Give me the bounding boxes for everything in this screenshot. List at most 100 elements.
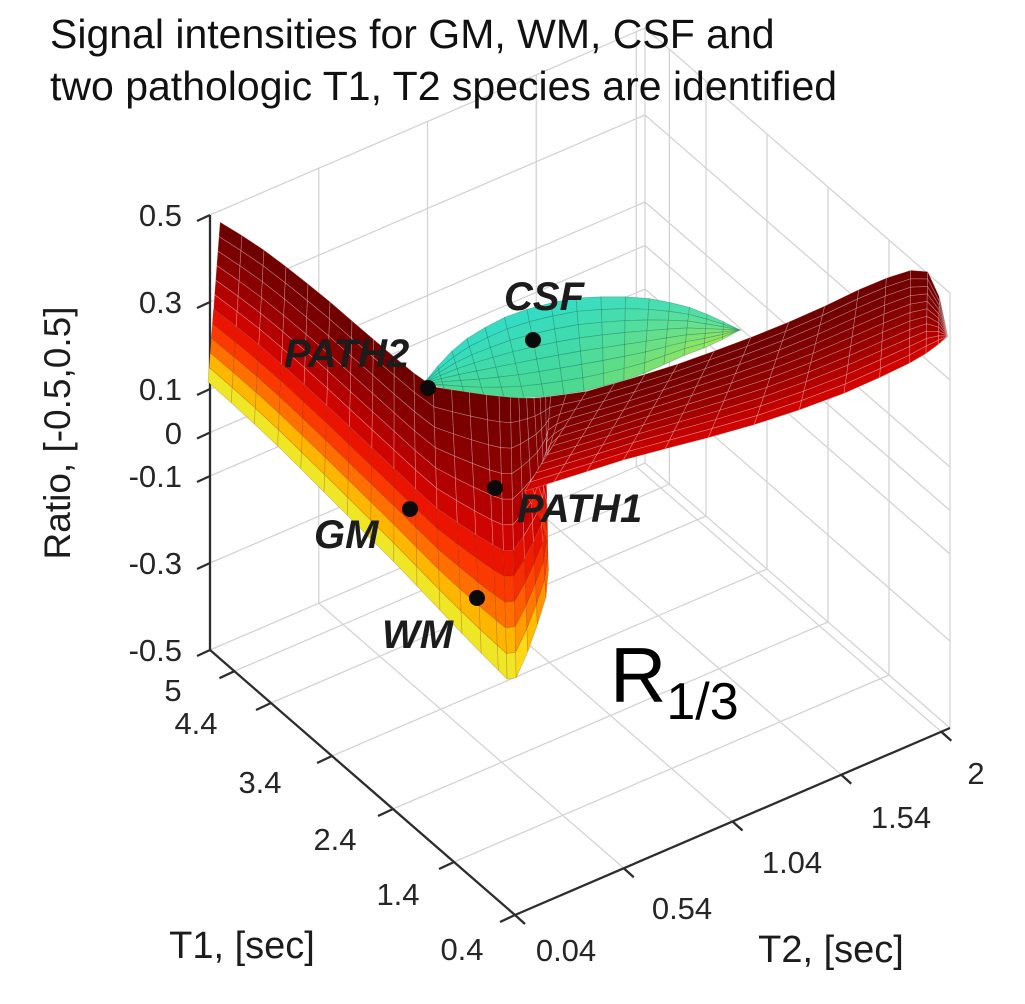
mesh-cell [460,378,482,388]
t1-tick-0.4: 0.4 [440,932,483,967]
mesh-cell [722,329,741,340]
grid-line [318,602,625,869]
z-tick-mark [196,213,211,223]
z-tick--0.1: -0.1 [129,459,182,494]
annotation-dot-path1 [487,480,503,496]
z-tick-mark [196,474,211,484]
z-axis-label: Ratio, [-0.5,0.5] [37,307,78,560]
mesh-cell [488,444,502,474]
t1-axis-line [209,649,516,916]
t1-tick-mark [218,670,235,680]
plot-title-line2: two pathologic T1, T2 species are identi… [50,63,837,109]
t2-tick-mark [731,820,744,832]
t2-tick-mark [514,914,526,925]
grid-line [635,466,942,733]
t2-tick-mark [622,867,635,879]
mesh-cell [667,319,689,330]
surface-mesh [207,221,949,680]
mesh-cell [541,380,565,397]
mesh-cell [938,318,949,337]
t2-axis-label: T2, [sec] [758,929,904,971]
annotation-label-path2: PATH2 [284,332,409,376]
mesh-cell [487,419,501,448]
t2-tick-1.54: 1.54 [871,800,931,835]
z-tick-0.3: 0.3 [139,285,182,320]
t1-tick-mark [499,913,516,924]
grid-line [644,27,951,294]
mesh-cell [500,472,513,500]
mesh-cell [503,549,515,577]
t1-tick-mark [316,754,333,765]
mesh-cell [624,308,649,321]
t2-tick-0.04: 0.04 [536,933,596,968]
mesh-cell [910,269,929,280]
mesh-cell [505,626,516,654]
mesh-cell [938,326,949,337]
annotation-label-gm: GM [314,513,380,557]
grid-line [535,509,842,776]
t2-tick-0.54: 0.54 [652,891,712,926]
mesh-cell [498,374,522,388]
mesh-cell [600,296,626,310]
z-tick-mark [196,300,211,310]
annotation-label-wm: WM [382,613,455,657]
mesh-cell [518,397,528,422]
t2-tick-mark [940,730,953,742]
t1-tick-1.4: 1.4 [376,877,419,912]
mesh-cell [647,308,670,321]
t1-tick-2.4: 2.4 [313,822,356,857]
annotation-label-csf: CSF [504,275,586,319]
mesh-cell [468,391,488,421]
z-tick-mark [196,431,211,440]
t1-tick-mark [438,860,455,871]
mesh-cell [498,395,512,424]
mesh-cell [510,420,521,449]
mesh-cell [500,385,525,399]
t1-tick-4.4: 4.4 [174,706,217,741]
mesh-cell [938,296,949,337]
t1-tick-mark [255,701,272,712]
mesh-cell [624,296,650,310]
mesh-cell [504,600,516,629]
annotation-dot-gm [402,501,418,517]
t2-tick-mark [840,773,853,785]
mesh-cell [520,383,545,399]
mesh-cell [506,651,517,680]
plot-title-line1: Signal intensities for GM, WM, CSF and [50,11,775,57]
mesh-cell [478,376,502,388]
t1-tick-mark [377,807,394,818]
annotation-dot-wm [469,590,485,606]
z-tick-mark [196,648,211,658]
z-tick-mark [196,561,211,571]
annotation-dot-path2 [420,380,436,396]
t1-tick-5: 5 [164,673,181,708]
annotation-layer: CSF PATH2 PATH1 GM WM [284,275,642,657]
mesh-cell [486,394,501,423]
z-tick-mark [196,387,211,397]
mesh-cell [502,524,514,551]
t1-tick-3.4: 3.4 [238,765,281,800]
z-tick--0.5: -0.5 [129,633,182,668]
ratio-annotation-sub: 1/3 [666,673,738,731]
z-tick-0.1: 0.1 [139,372,182,407]
ratio-annotation-base: R [610,631,666,719]
mesh-cell [938,313,949,337]
mesh-cell [509,396,521,424]
z-tick--0.3: -0.3 [129,546,182,581]
z-tick-0.5: 0.5 [139,198,182,233]
mesh-cell [499,421,512,449]
t2-tick-2: 2 [967,756,984,791]
grid-line [644,462,951,729]
t2-tick-1.04: 1.04 [762,845,822,880]
z-tick-0: 0 [165,416,182,451]
mesh-cell [503,575,515,603]
ratio-annotation: R1/3 [610,631,739,731]
mesh-cell [601,308,626,323]
mesh-cell [937,335,949,345]
annotation-dot-csf [525,332,541,348]
mesh-cell [500,447,513,475]
annotation-label-path1: PATH1 [517,487,642,531]
t1-axis-label: T1, [sec] [169,925,315,967]
